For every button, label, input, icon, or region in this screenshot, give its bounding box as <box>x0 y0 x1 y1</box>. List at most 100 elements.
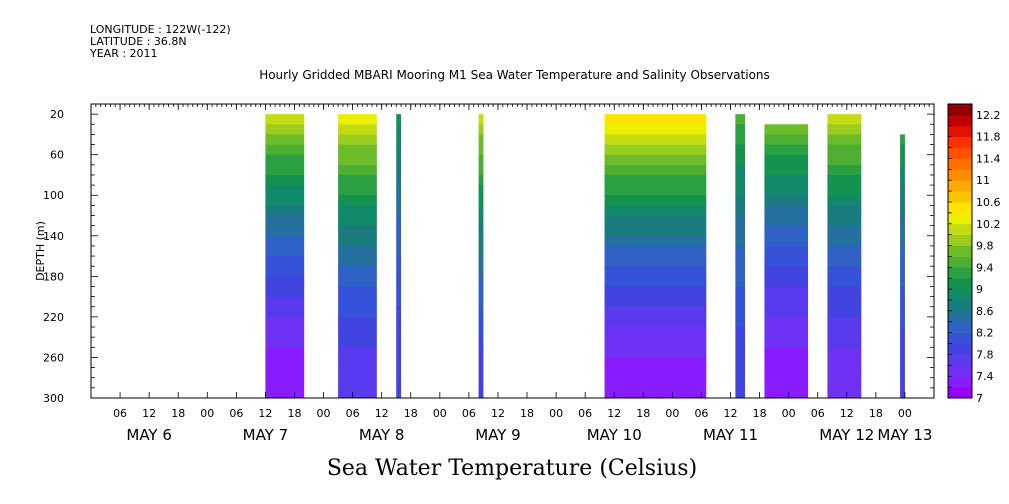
data-cell <box>735 357 746 369</box>
data-cell <box>338 225 377 237</box>
data-cell <box>396 215 402 227</box>
day-label: MAY 11 <box>703 426 758 444</box>
data-cell <box>604 266 707 277</box>
data-cell <box>764 306 809 318</box>
colorbar-swatch <box>948 245 972 257</box>
colorbar-swatch <box>948 278 972 290</box>
data-cell <box>900 387 905 399</box>
data-cell <box>265 174 305 186</box>
data-cell <box>478 306 484 318</box>
colorbar-swatch <box>948 114 972 127</box>
data-cell <box>478 357 484 369</box>
data-cell <box>900 174 905 186</box>
data-cell <box>735 276 746 287</box>
data-cell <box>265 144 305 156</box>
data-cell <box>604 357 707 369</box>
day-label: MAY 12 <box>819 426 874 444</box>
colorbar-swatch <box>948 234 972 246</box>
data-cell <box>265 367 305 379</box>
x-tick-label: 06 <box>578 407 592 420</box>
data-cell <box>396 286 402 298</box>
y-tick-label: 100 <box>43 189 64 202</box>
colorbar-swatch <box>948 343 972 355</box>
colorbar-swatch <box>948 191 972 203</box>
data-cell <box>900 276 905 287</box>
x-tick-label: 00 <box>200 407 214 420</box>
colorbar-label: 10.6 <box>976 196 1001 209</box>
data-cell <box>764 185 809 196</box>
data-cell <box>604 306 707 318</box>
data-cell <box>604 134 707 146</box>
colorbar-swatch <box>948 321 972 333</box>
x-tick-label: 12 <box>258 407 272 420</box>
data-cell <box>827 286 862 298</box>
data-cell <box>604 195 707 206</box>
x-tick-label: 12 <box>724 407 738 420</box>
data-cell <box>827 134 862 146</box>
colorbar-label: 8.6 <box>976 305 994 318</box>
data-cell <box>604 154 707 166</box>
colorbar-label: 11.8 <box>976 131 1001 144</box>
data-cell <box>735 205 746 217</box>
data-cell <box>900 327 905 338</box>
data-cell <box>827 357 862 369</box>
data-cell <box>604 124 707 135</box>
data-cell <box>827 174 862 186</box>
colorbar-swatch <box>948 365 972 377</box>
colorbar-label: 8.2 <box>976 327 994 340</box>
data-cell <box>396 296 402 308</box>
data-cell <box>735 235 746 247</box>
data-cell <box>478 276 484 287</box>
data-cell <box>827 316 862 328</box>
x-tick-label: 18 <box>520 407 534 420</box>
data-cell <box>478 124 484 135</box>
data-cell <box>265 195 305 206</box>
data-cell <box>735 114 746 125</box>
colorbar-frame <box>947 103 973 399</box>
data-cell <box>338 327 377 338</box>
data-cell <box>900 205 905 217</box>
data-cell <box>338 276 377 287</box>
data-cell <box>265 266 305 277</box>
data-cell <box>900 215 905 227</box>
x-tick-label: 18 <box>636 407 650 420</box>
data-cell <box>338 357 377 369</box>
data-cell <box>265 114 305 125</box>
data-cell <box>827 154 862 166</box>
data-cell <box>265 316 305 328</box>
data-cell <box>478 347 484 358</box>
data-cell <box>396 276 402 287</box>
colorbar-label: 11 <box>976 174 990 187</box>
x-tick-label: 06 <box>811 407 825 420</box>
data-cell <box>735 286 746 298</box>
data-cell <box>338 347 377 358</box>
y-tick-label: 20 <box>50 108 64 121</box>
colorbar-swatch <box>948 169 972 181</box>
x-tick-label: 06 <box>462 407 476 420</box>
data-cell <box>900 347 905 358</box>
data-cell <box>735 225 746 237</box>
data-cell <box>338 174 377 186</box>
data-cell <box>338 367 377 379</box>
data-cell <box>265 164 305 176</box>
data-cell <box>827 144 862 156</box>
data-cell <box>265 306 305 318</box>
data-cell <box>827 256 862 267</box>
data-cell <box>735 337 746 348</box>
data-cell <box>604 114 707 125</box>
data-cell <box>604 245 707 257</box>
data-cell <box>265 134 305 146</box>
data-cell <box>827 347 862 358</box>
x-tick-label: 00 <box>549 407 563 420</box>
data-cell <box>265 337 305 348</box>
data-cell <box>764 276 809 287</box>
latitude-label: LATITUDE : 36.8N <box>90 35 187 48</box>
data-cell <box>396 134 402 146</box>
data-cell <box>764 195 809 206</box>
data-cell <box>338 235 377 247</box>
data-cell <box>478 174 484 186</box>
data-cell <box>478 337 484 348</box>
x-tick-label: 00 <box>898 407 912 420</box>
data-cell <box>764 144 809 156</box>
